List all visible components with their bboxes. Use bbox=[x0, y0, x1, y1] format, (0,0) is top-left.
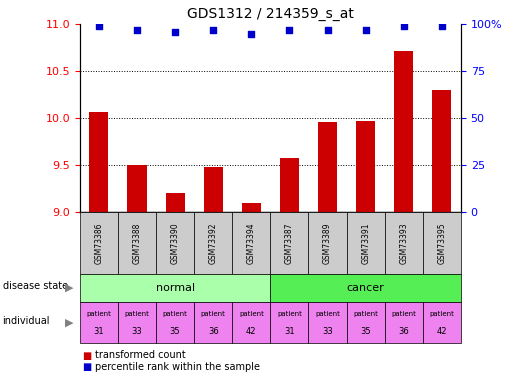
Bar bbox=[166, 193, 185, 212]
Text: ▶: ▶ bbox=[65, 318, 74, 327]
Text: 33: 33 bbox=[322, 327, 333, 336]
Text: GSM73390: GSM73390 bbox=[170, 222, 180, 264]
Point bbox=[438, 23, 446, 29]
Text: GSM73392: GSM73392 bbox=[209, 222, 218, 264]
Bar bbox=[90, 112, 109, 212]
Text: GSM73386: GSM73386 bbox=[94, 222, 104, 264]
Text: disease state: disease state bbox=[3, 281, 67, 291]
Bar bbox=[242, 202, 261, 212]
Bar bbox=[356, 121, 375, 212]
Text: 31: 31 bbox=[284, 327, 295, 336]
Text: 42: 42 bbox=[437, 327, 447, 336]
Text: patient: patient bbox=[87, 311, 111, 317]
Point bbox=[133, 27, 141, 33]
Point bbox=[95, 23, 103, 29]
Point bbox=[209, 27, 217, 33]
Text: patient: patient bbox=[163, 311, 187, 317]
Text: normal: normal bbox=[156, 283, 195, 293]
Text: GSM73394: GSM73394 bbox=[247, 222, 256, 264]
Title: GDS1312 / 214359_s_at: GDS1312 / 214359_s_at bbox=[187, 7, 354, 21]
Text: ▶: ▶ bbox=[65, 283, 74, 293]
Text: transformed count: transformed count bbox=[95, 351, 186, 360]
Text: patient: patient bbox=[239, 311, 264, 317]
Text: cancer: cancer bbox=[347, 283, 385, 293]
Text: GSM73395: GSM73395 bbox=[437, 222, 447, 264]
Text: ■: ■ bbox=[82, 351, 92, 360]
Point bbox=[285, 27, 294, 33]
Text: GSM73393: GSM73393 bbox=[399, 222, 408, 264]
Bar bbox=[433, 90, 451, 212]
Text: 42: 42 bbox=[246, 327, 256, 336]
Text: patient: patient bbox=[315, 311, 340, 317]
Point bbox=[400, 23, 408, 29]
Text: GSM73388: GSM73388 bbox=[132, 222, 142, 264]
Text: GSM73389: GSM73389 bbox=[323, 222, 332, 264]
Text: patient: patient bbox=[125, 311, 149, 317]
Text: 33: 33 bbox=[132, 327, 142, 336]
Text: percentile rank within the sample: percentile rank within the sample bbox=[95, 362, 260, 372]
Text: patient: patient bbox=[353, 311, 378, 317]
Text: 31: 31 bbox=[94, 327, 104, 336]
Bar bbox=[318, 122, 337, 212]
Text: GSM73387: GSM73387 bbox=[285, 222, 294, 264]
Bar bbox=[394, 51, 414, 212]
Bar bbox=[204, 167, 223, 212]
Text: ■: ■ bbox=[82, 362, 92, 372]
Text: patient: patient bbox=[201, 311, 226, 317]
Point bbox=[323, 27, 332, 33]
Text: GSM73391: GSM73391 bbox=[361, 222, 370, 264]
Text: individual: individual bbox=[3, 316, 50, 326]
Text: 35: 35 bbox=[360, 327, 371, 336]
Point bbox=[247, 31, 255, 37]
Text: patient: patient bbox=[277, 311, 302, 317]
Point bbox=[171, 29, 179, 35]
Text: 35: 35 bbox=[170, 327, 180, 336]
Text: patient: patient bbox=[391, 311, 416, 317]
Bar bbox=[128, 165, 147, 212]
Text: patient: patient bbox=[430, 311, 454, 317]
Bar bbox=[280, 158, 299, 212]
Point bbox=[362, 27, 370, 33]
Text: 36: 36 bbox=[399, 327, 409, 336]
Text: 36: 36 bbox=[208, 327, 218, 336]
